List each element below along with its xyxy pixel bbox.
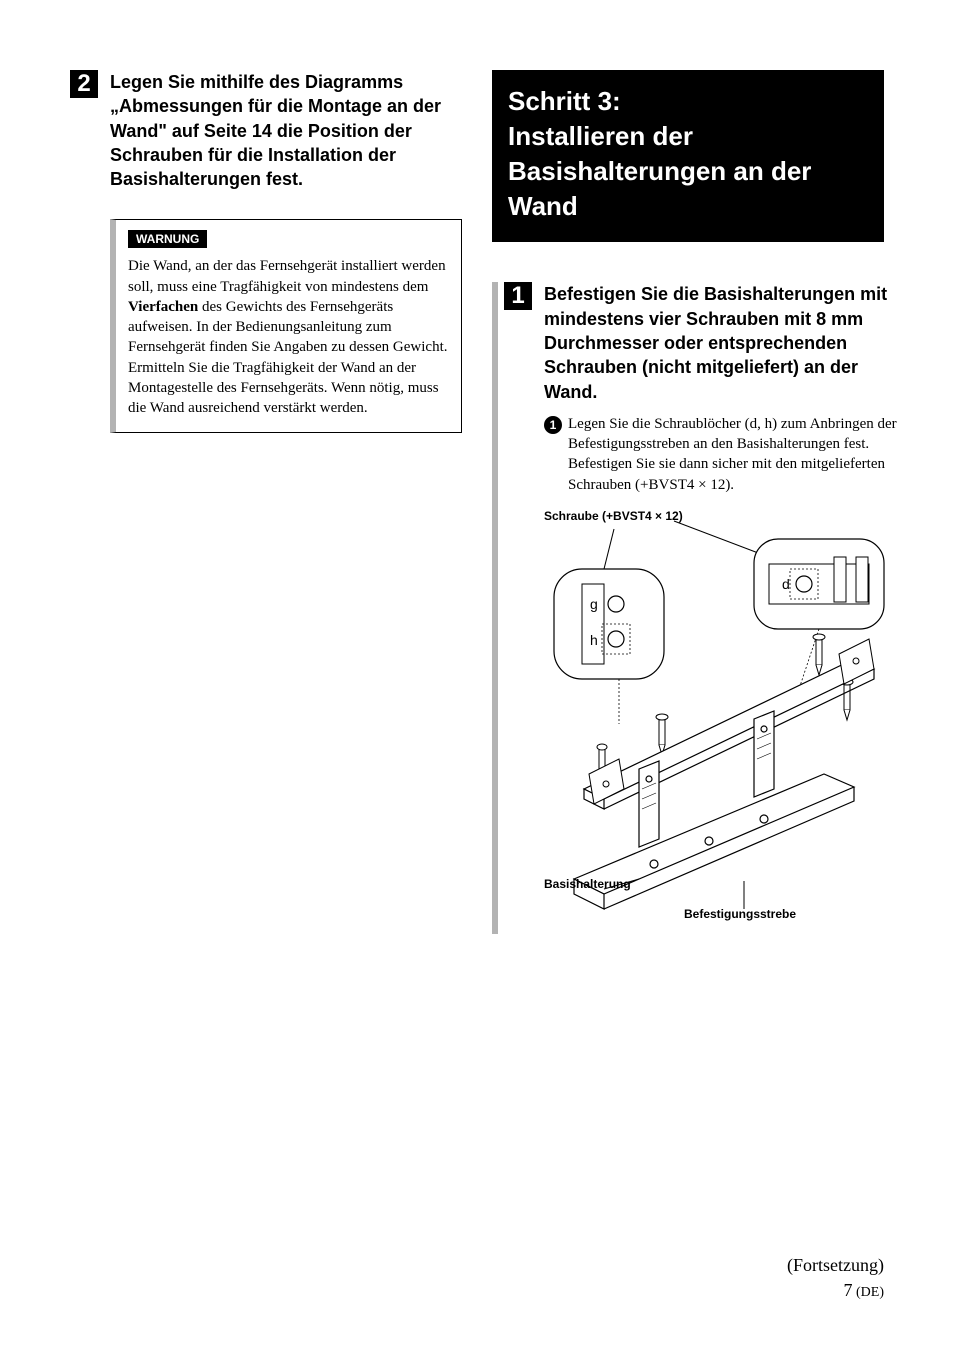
left-column: 2 Legen Sie mithilfe des Diagramms „Abme… — [70, 70, 462, 934]
warning-text-pre: Die Wand, an der das Fernsehgerät instal… — [128, 258, 446, 294]
section-header: Schritt 3: Installieren der Basishalteru… — [492, 70, 884, 242]
step-1-block: 1 Befestigen Sie die Basishalterungen mi… — [492, 282, 884, 933]
section-line2: Installieren der Basishalterungen an der… — [508, 119, 868, 224]
label-base: Basishalterung — [544, 877, 631, 891]
warning-bold: Vierfachen — [128, 299, 198, 315]
substep-1: 1 Legen Sie die Schraublöcher (d, h) zum… — [544, 414, 904, 495]
page-number-value: 7 — [844, 1280, 853, 1300]
step-2-block: 2 Legen Sie mithilfe des Diagramms „Abme… — [70, 70, 462, 191]
section-line1: Schritt 3: — [508, 84, 868, 119]
hole-g-label: g — [590, 596, 598, 612]
step-number-2: 2 — [70, 70, 98, 98]
hole-d-label: d — [782, 576, 790, 592]
diagram-svg: g h d — [544, 509, 904, 929]
right-column: Schritt 3: Installieren der Basishalteru… — [492, 70, 884, 934]
warning-text-post: des Gewichts des Fernsehgeräts aufweisen… — [128, 299, 448, 416]
step-number-1: 1 — [504, 282, 532, 310]
page-footer: (Fortsetzung) 7 (DE) — [787, 1255, 884, 1301]
warning-label: WARNUNG — [128, 230, 207, 248]
continuation-label: (Fortsetzung) — [787, 1255, 884, 1276]
warning-text: Die Wand, an der das Fernsehgerät instal… — [128, 256, 449, 418]
page-number: 7 (DE) — [787, 1280, 884, 1301]
label-screw: Schraube (+BVST4 × 12) — [544, 509, 683, 523]
hole-h-label: h — [590, 632, 598, 648]
page-lang: (DE) — [856, 1285, 884, 1300]
label-strut: Befestigungsstrebe — [684, 907, 796, 921]
step-2-title: Legen Sie mithilfe des Diagramms „Abmess… — [110, 70, 462, 191]
warning-box: WARNUNG Die Wand, an der das Fernsehgerä… — [110, 219, 462, 433]
mounting-diagram: Schraube (+BVST4 × 12) Basishalterung Be… — [544, 509, 904, 934]
substep-1-text: Legen Sie die Schraublöcher (d, h) zum A… — [568, 414, 904, 495]
step-1-title: Befestigen Sie die Basishalterungen mit … — [544, 282, 904, 403]
substep-number-1: 1 — [544, 416, 562, 434]
